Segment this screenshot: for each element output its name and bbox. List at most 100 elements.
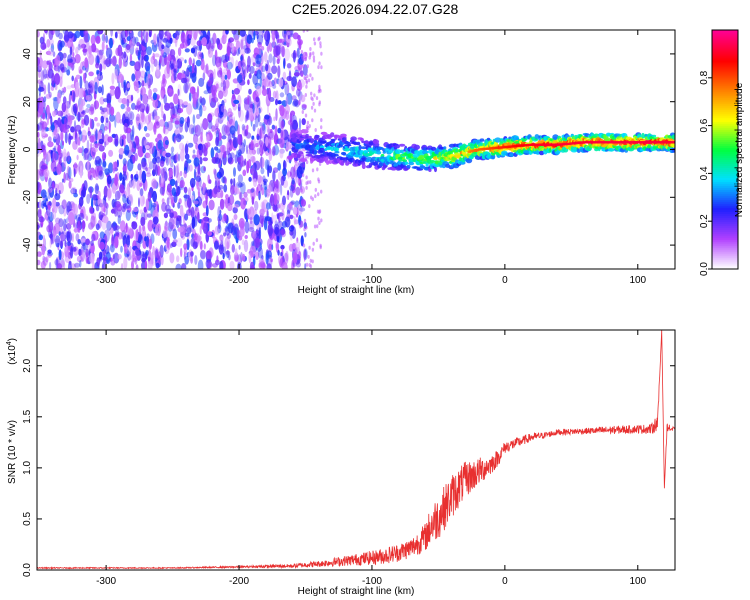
noise-blob — [199, 96, 203, 104]
noise-blob — [218, 103, 224, 116]
noise-blob — [166, 121, 173, 132]
noise-blob — [298, 99, 301, 106]
noise-blob — [285, 141, 292, 150]
noise-blob — [160, 168, 166, 179]
noise-blob — [303, 249, 306, 262]
noise-blob — [305, 160, 309, 165]
noise-blob — [80, 189, 84, 200]
noise-blob — [226, 61, 233, 70]
noise-blob — [177, 88, 180, 96]
noise-blob — [43, 84, 47, 95]
noise-blob — [103, 32, 106, 44]
noise-blob — [58, 190, 61, 195]
ridge-blob — [398, 143, 406, 147]
noise-blob — [132, 245, 139, 251]
noise-blob — [38, 234, 44, 241]
noise-blob — [103, 125, 108, 131]
noise-blob — [45, 151, 51, 162]
noise-blob — [146, 213, 152, 218]
noise-blob — [109, 227, 114, 234]
noise-blob — [273, 116, 276, 122]
noise-blob — [293, 98, 299, 106]
ridge-blob — [313, 149, 318, 155]
noise-blob — [173, 135, 177, 144]
noise-blob — [256, 30, 263, 35]
noise-blob — [121, 97, 128, 105]
noise-blob — [148, 161, 154, 170]
noise-blob — [40, 164, 48, 170]
noise-blob — [223, 150, 227, 159]
noise-blob — [195, 143, 199, 150]
noise-blob — [186, 227, 192, 234]
noise-blob — [244, 68, 247, 78]
noise-blob — [267, 30, 271, 44]
colorbar-cell — [712, 249, 738, 252]
noise-blob — [203, 147, 208, 157]
noise-blob — [101, 107, 108, 113]
noise-blob — [37, 180, 40, 191]
noise-blob — [133, 80, 139, 92]
noise-blob — [64, 254, 72, 263]
noise-blob — [251, 196, 255, 205]
noise-blob — [105, 117, 109, 123]
noise-blob — [94, 54, 98, 64]
noise-blob — [140, 70, 146, 79]
noise-blob — [41, 200, 45, 209]
colorbar-tick-label: 0.6 — [699, 118, 710, 132]
noise-blob — [261, 65, 266, 73]
noise-blob — [292, 251, 298, 264]
noise-blob — [216, 148, 221, 154]
noise-blob — [107, 175, 112, 185]
noise-blob — [75, 74, 81, 80]
colorbar-cell — [712, 37, 738, 41]
noise-blob — [266, 263, 272, 269]
noise-blob — [176, 186, 181, 196]
noise-blob — [94, 143, 99, 149]
noise-blob — [188, 164, 193, 172]
noise-blob — [59, 233, 66, 241]
noise-blob — [63, 223, 67, 236]
noise-blob — [231, 89, 234, 95]
noise-blob — [319, 243, 322, 248]
noise-blob — [146, 55, 149, 62]
noise-blob — [159, 186, 165, 195]
colorbar-cell — [712, 225, 738, 228]
noise-blob — [114, 205, 118, 217]
spectrogram-heatmap — [37, 30, 675, 269]
noise-blob — [265, 253, 269, 265]
noise-blob — [150, 251, 157, 260]
noise-blob — [107, 187, 112, 199]
noise-blob — [238, 217, 245, 229]
noise-blob — [242, 62, 246, 67]
noise-blob — [85, 135, 88, 141]
noise-blob — [78, 38, 85, 50]
noise-blob — [301, 173, 305, 178]
noise-blob — [41, 144, 46, 151]
noise-blob — [303, 218, 307, 223]
noise-blob — [299, 220, 304, 228]
noise-blob — [85, 238, 90, 246]
noise-blob — [51, 150, 57, 163]
noise-blob — [157, 133, 162, 139]
snr-y-ticks: 0.0 0.5 1.0 1.5 2.0 — [22, 358, 675, 577]
noise-blob — [193, 200, 199, 205]
noise-blob — [199, 53, 204, 58]
noise-blob — [293, 72, 300, 77]
ridge-blob — [672, 143, 675, 148]
noise-blob — [259, 156, 265, 169]
noise-blob — [160, 89, 165, 98]
noise-blob — [268, 243, 273, 253]
noise-blob — [283, 252, 289, 265]
noise-blob — [197, 259, 204, 269]
noise-blob — [280, 252, 283, 257]
noise-blob — [226, 45, 231, 57]
noise-blob — [271, 65, 278, 74]
noise-blob — [301, 55, 304, 60]
ridge-blob — [552, 134, 559, 140]
noise-blob — [171, 187, 176, 196]
noise-blob — [280, 129, 284, 138]
noise-blob — [175, 217, 180, 229]
noise-blob — [249, 216, 253, 225]
noise-blob — [280, 183, 283, 196]
noise-blob — [179, 57, 185, 62]
